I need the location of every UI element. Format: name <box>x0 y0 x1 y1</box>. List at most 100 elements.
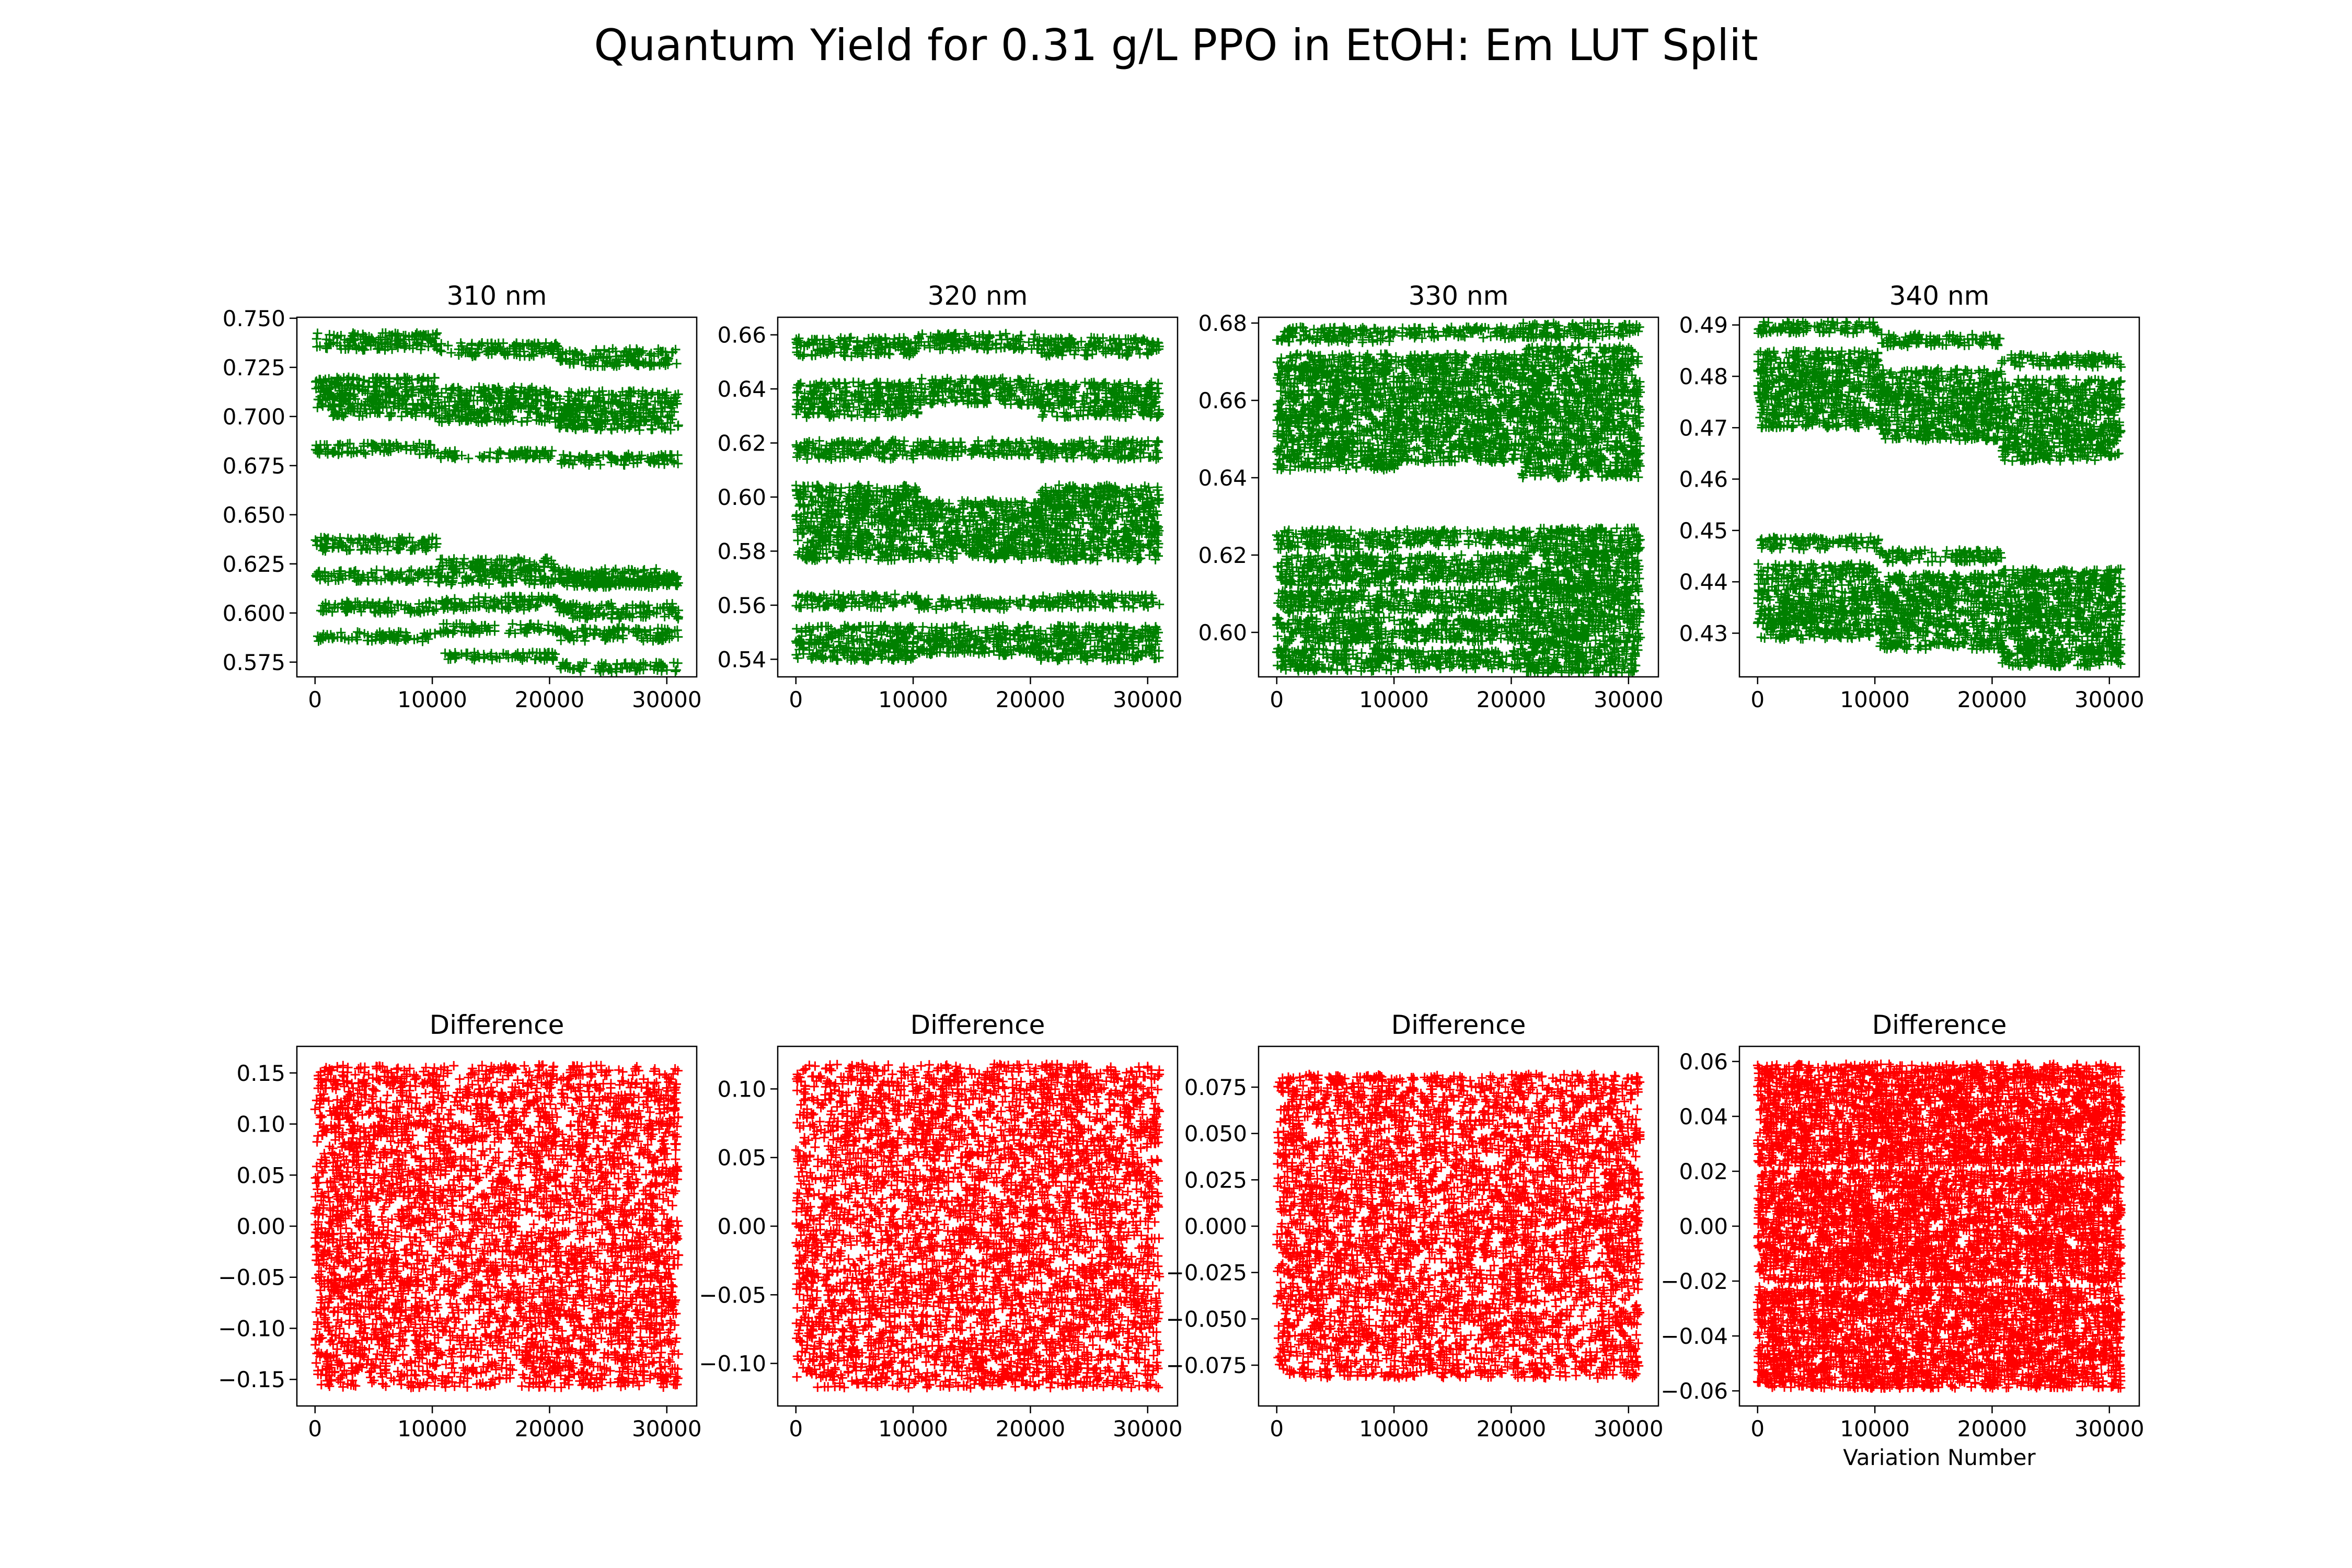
marker-band-7-segment-3 <box>555 623 683 646</box>
y-tick-label: 0.050 <box>1184 1121 1247 1147</box>
marker-band-5-segment-1 <box>1273 585 1403 618</box>
x-tick-label: 30000 <box>1594 1416 1664 1442</box>
x-tick-label: 0 <box>789 1416 803 1442</box>
marker-band-1-segment-1 <box>1272 322 1400 348</box>
y-tick-label: 0.43 <box>1679 620 1728 646</box>
marker-band-1-segment-2 <box>1398 322 1526 343</box>
x-tick-label: 30000 <box>1113 1416 1183 1442</box>
y-tick-label: 0.575 <box>223 650 285 675</box>
marker-band-3-segment-3 <box>1998 564 2126 590</box>
y-tick-label: 0.66 <box>1198 388 1247 413</box>
marker-band-6-segment-3 <box>1516 610 1645 651</box>
y-tick-label: −0.10 <box>699 1351 766 1377</box>
y-tick-label: −0.04 <box>1661 1323 1728 1349</box>
x-tick-label: 20000 <box>996 1416 1066 1442</box>
marker-band-3-segment-1 <box>310 439 439 459</box>
marker-band-5-segment-3 <box>555 571 683 592</box>
x-tick-label: 0 <box>789 687 803 712</box>
subplot-7: Difference 0 10000 20000 30000 −0.075 −0.050 −0… <box>1166 1010 1664 1442</box>
marker-band-4-segment-3 <box>1035 480 1164 566</box>
marker-band-1-segment-1 <box>1753 1059 2126 1171</box>
y-tick-label: 0.48 <box>1679 364 1728 389</box>
data-series <box>791 1059 1165 1393</box>
marker-band-4-segment-1 <box>791 480 923 566</box>
x-tick-label: 0 <box>1270 687 1284 712</box>
y-tick-label: 0.56 <box>717 593 766 618</box>
y-tick-label: 0.15 <box>236 1060 285 1086</box>
y-tick-label: 0.60 <box>1198 620 1247 645</box>
x-tick-label: 30000 <box>2074 1416 2145 1442</box>
y-tick-label: −0.06 <box>1661 1378 1728 1404</box>
y-tick-label: 0.49 <box>1679 313 1728 338</box>
y-tick-label: 0.025 <box>1184 1167 1247 1193</box>
marker-band-4-segment-3 <box>1997 577 2126 659</box>
subplot-2: 320 nm 0 10000 20000 30000 0.54 0.56 0.58 0.60 0.… <box>717 281 1182 712</box>
marker-band-4-segment-1 <box>1753 559 1884 630</box>
y-tick-label: 0.60 <box>717 485 766 510</box>
marker-band-4-segment-1 <box>310 533 442 556</box>
x-tick-label: 20000 <box>1957 1416 2027 1442</box>
subplot-6: Difference 0 10000 20000 30000 −0.10 −0.05 0.00… <box>699 1010 1182 1442</box>
subplot-8: Difference 0 10000 20000 30000 −0.06 −0.04 −0.0… <box>1661 1010 2144 1470</box>
marker-band-2-segment-3 <box>554 386 683 435</box>
marker-band-6-segment-1 <box>791 620 923 665</box>
marker-band-2-segment-3 <box>1997 374 2126 466</box>
marker-band-5-segment-2 <box>433 570 564 590</box>
y-tick-label: −0.075 <box>1166 1353 1247 1378</box>
marker-band-3-segment-2 <box>433 445 557 464</box>
x-tick-label: 0 <box>1750 687 1765 712</box>
y-tick-label: 0.66 <box>717 322 766 348</box>
marker-band-6-segment-2 <box>913 620 1044 660</box>
x-tick-label: 10000 <box>878 1416 948 1442</box>
figure-suptitle: Quantum Yield for 0.31 g/L PPO in EtOH: … <box>594 20 1758 71</box>
subplot-title: Difference <box>430 1010 564 1040</box>
y-tick-label: 0.00 <box>236 1214 285 1239</box>
data-series <box>1753 317 2126 672</box>
marker-band-1-segment-3 <box>1997 350 2126 372</box>
y-tick-label: 0.075 <box>1184 1075 1247 1100</box>
y-tick-label: 0.000 <box>1184 1214 1247 1239</box>
subplot-title: 310 nm <box>447 281 547 311</box>
marker-band-7-segment-3 <box>1516 641 1643 677</box>
marker-band-2-segment-2 <box>1875 364 2007 445</box>
y-tick-label: −0.15 <box>218 1367 285 1392</box>
subplot-title: Difference <box>1872 1010 2007 1040</box>
data-series <box>791 329 1165 665</box>
subplot-3: 330 nm 0 10000 20000 30000 0.60 0.62 0.64 0.66 0.… <box>1198 281 1663 712</box>
marker-band-3-segment-3 <box>1516 523 1645 556</box>
y-tick-label: 0.54 <box>717 647 766 672</box>
y-tick-label: 0.675 <box>223 453 285 479</box>
marker-band-2-segment-1 <box>1272 349 1403 475</box>
y-tick-label: 0.64 <box>1198 465 1247 491</box>
marker-band-4-segment-2 <box>913 495 1045 564</box>
marker-band-6-segment-3 <box>555 598 683 624</box>
marker-band-1-segment-1 <box>791 1059 1165 1393</box>
marker-band-8-segment-2 <box>555 658 683 677</box>
x-tick-label: 10000 <box>1359 687 1429 712</box>
data-series <box>310 328 683 677</box>
x-tick-label: 0 <box>308 687 322 712</box>
marker-band-7-segment-2 <box>1394 645 1526 674</box>
axes-frame <box>296 316 698 678</box>
marker-band-3-segment-2 <box>1875 545 2006 567</box>
marker-band-1-segment-1 <box>791 332 921 361</box>
marker-band-3-segment-3 <box>556 449 683 470</box>
marker-band-5-segment-2 <box>913 594 1044 614</box>
y-tick-label: −0.02 <box>1661 1269 1728 1294</box>
y-tick-label: 0.700 <box>223 404 285 430</box>
marker-band-1-segment-2 <box>432 338 563 361</box>
marker-band-1-segment-3 <box>1036 332 1164 361</box>
y-tick-label: 0.68 <box>1198 310 1247 336</box>
marker-band-2-segment-2 <box>915 373 1043 410</box>
y-tick-label: 0.725 <box>223 355 285 381</box>
x-tick-label: 30000 <box>632 687 702 712</box>
x-tick-label: 30000 <box>1594 687 1664 712</box>
marker-band-3-segment-2 <box>916 435 1045 462</box>
subplot-4: 340 nm 0 10000 20000 30000 0.43 0.44 0.45 0.46 0.… <box>1679 281 2144 712</box>
data-series <box>1272 318 1645 677</box>
y-tick-label: 0.05 <box>236 1162 285 1188</box>
marker-band-1-segment-1 <box>1272 1069 1645 1383</box>
marker-band-6-segment-3 <box>1035 621 1164 665</box>
marker-band-1-segment-3 <box>554 344 682 371</box>
